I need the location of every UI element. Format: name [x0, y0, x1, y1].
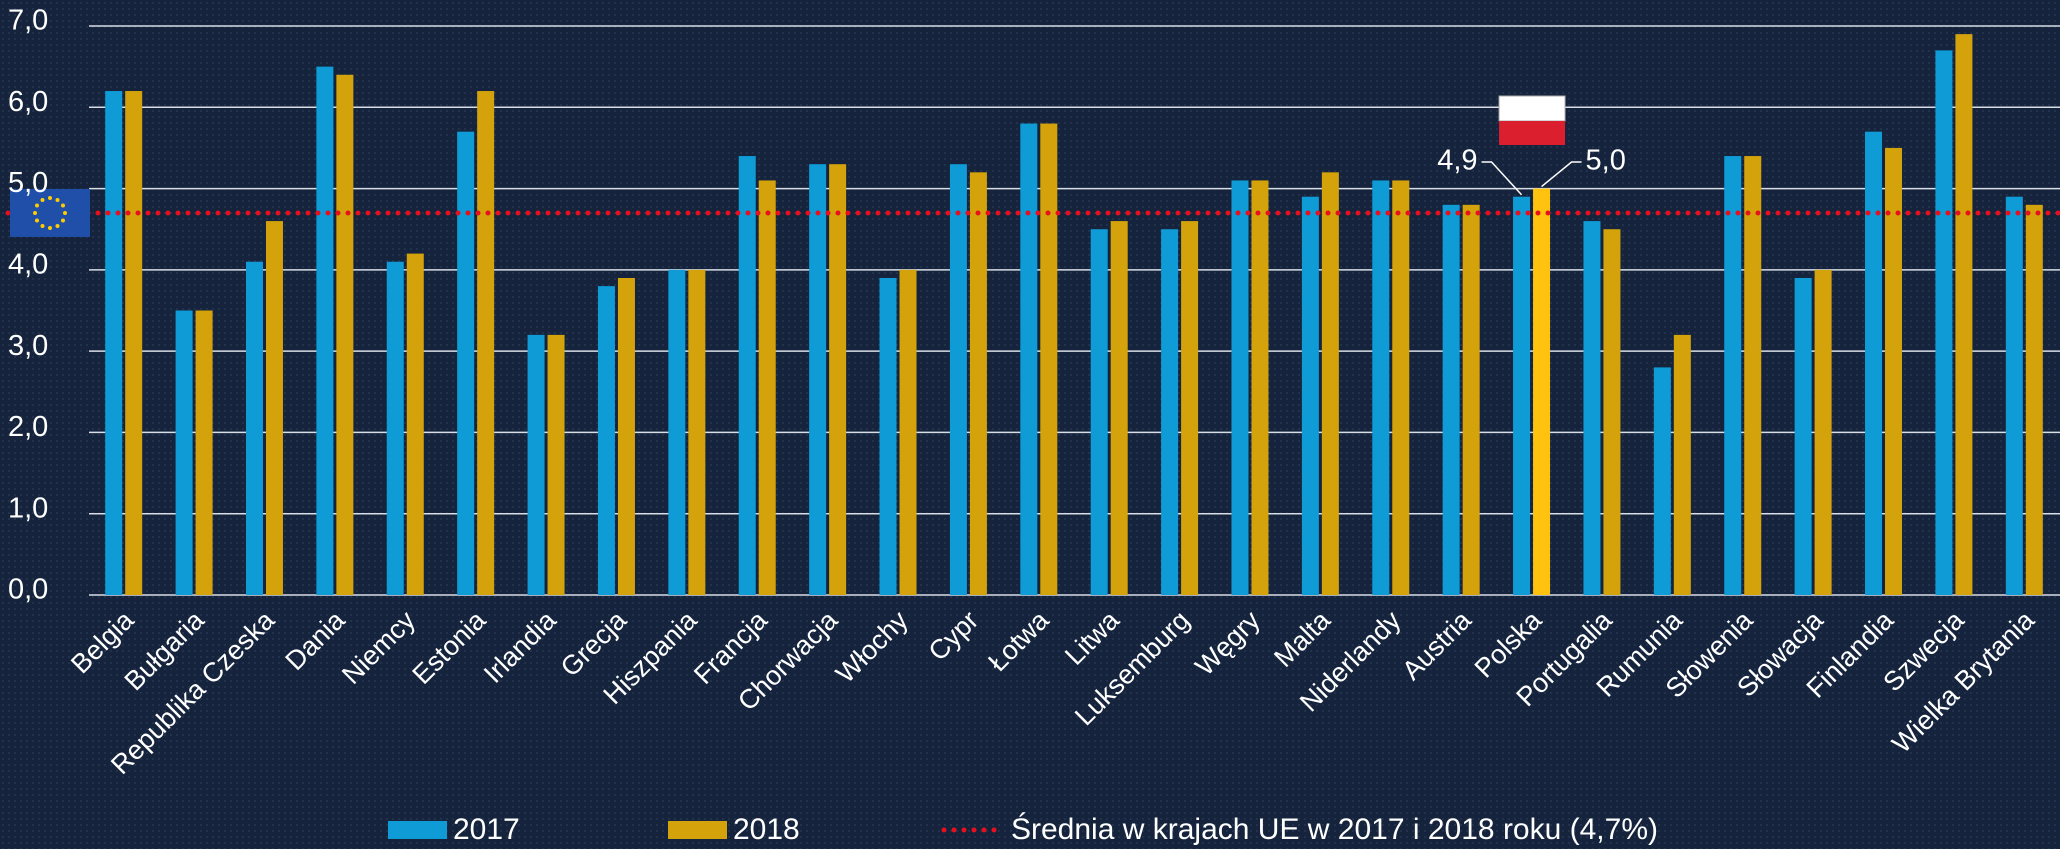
reference: [5, 188, 2060, 237]
eu-star: [55, 197, 60, 202]
bar: [477, 91, 495, 596]
bar: [265, 221, 283, 596]
bar: [738, 156, 756, 596]
bar: [617, 277, 635, 595]
bar: [597, 286, 615, 595]
bar: [1110, 221, 1128, 596]
data-label: 4,9: [1437, 145, 1477, 177]
bar: [668, 269, 686, 595]
bar: [1935, 50, 1953, 595]
bar: [1885, 147, 1903, 595]
bar: [1392, 180, 1410, 595]
eu-star: [48, 195, 52, 200]
eu-star: [60, 218, 65, 223]
bar: [105, 91, 123, 596]
eu-star: [33, 210, 37, 215]
bar: [1724, 156, 1742, 596]
bar: [125, 91, 143, 596]
bar: [969, 172, 987, 596]
bar: [547, 334, 565, 595]
bar: [758, 180, 776, 595]
bar: [1513, 196, 1531, 595]
data-label: 5,0: [1586, 145, 1626, 177]
flag-white: [1498, 95, 1566, 122]
y-tick-label: 7,0: [8, 5, 48, 37]
legend-label: Średnia w krajach UE w 2017 i 2018 roku …: [1011, 812, 1658, 846]
bar: [2005, 196, 2023, 595]
y-tick-label: 1,0: [8, 492, 48, 524]
bar: [1794, 277, 1812, 595]
bar: [386, 261, 404, 595]
bar: [1583, 221, 1601, 596]
y-tick-label: 3,0: [8, 330, 48, 362]
eu-star: [48, 225, 52, 230]
y-tick-label: 0,0: [8, 574, 48, 606]
bar: [1814, 269, 1832, 595]
leader-line: [1481, 161, 1523, 196]
eu-star: [35, 203, 40, 208]
bar: [1865, 131, 1883, 595]
legend-label: 2017: [453, 813, 520, 846]
leader-line: [1541, 161, 1582, 188]
bar: [1251, 180, 1269, 595]
bar: [1744, 156, 1762, 596]
bar: [1301, 196, 1319, 595]
bar: [688, 269, 706, 595]
bar: [2025, 204, 2043, 596]
eu-star: [40, 223, 45, 228]
bar: [1533, 188, 1551, 596]
bar: [1090, 229, 1108, 595]
bar: [1653, 367, 1671, 595]
bar: [316, 66, 334, 595]
bar: [1181, 221, 1199, 596]
bar: [1442, 204, 1460, 596]
bar: [1231, 180, 1249, 595]
bar: [1321, 172, 1339, 596]
bar: [245, 261, 263, 595]
eu-star: [60, 203, 65, 208]
bar: [406, 253, 424, 595]
bar: [1040, 123, 1058, 596]
bar: [336, 74, 354, 596]
legend-swatch: [388, 821, 447, 839]
eu-star: [63, 210, 67, 215]
bar: [195, 310, 213, 595]
y-tick-label: 5,0: [8, 167, 48, 199]
bar: [1020, 123, 1038, 596]
y-tick-label: 4,0: [8, 249, 48, 281]
bar: [879, 277, 897, 595]
eu-star: [35, 218, 40, 223]
y-tick-label: 6,0: [8, 86, 48, 118]
bar: [1673, 334, 1691, 595]
bar: [899, 269, 917, 595]
flag-red: [1499, 121, 1566, 145]
bar: [809, 164, 827, 595]
bars: [105, 34, 2043, 596]
legend-label: 2018: [733, 813, 800, 846]
eu-star: [40, 197, 45, 202]
bar: [949, 164, 967, 595]
bar: [527, 334, 545, 595]
bar: [1603, 229, 1621, 595]
bar: [829, 164, 847, 595]
bar: [457, 131, 475, 595]
bar: [1372, 180, 1390, 595]
bar: [175, 310, 193, 595]
y-tick-label: 2,0: [8, 411, 48, 443]
bar: [1161, 229, 1179, 595]
legend-swatch: [668, 821, 727, 839]
eu-star: [55, 223, 60, 228]
bar: [1955, 34, 1973, 596]
bar: [1462, 204, 1480, 596]
